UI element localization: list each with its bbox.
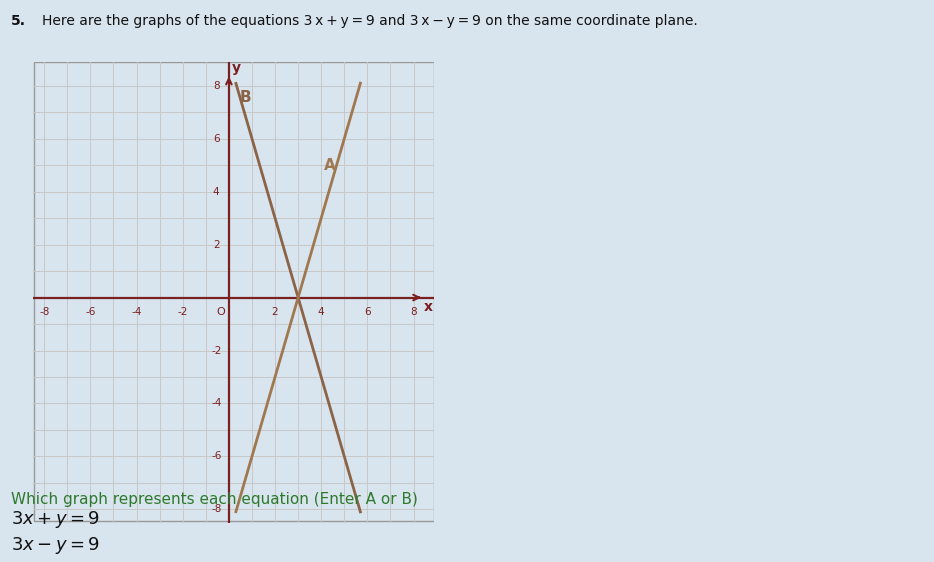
Text: -2: -2 [177,307,188,317]
Text: 8: 8 [213,81,219,90]
Text: -4: -4 [211,398,221,409]
Text: Here are the graphs of the equations 3 x + y = 9 and 3 x − y = 9 on the same coo: Here are the graphs of the equations 3 x… [42,14,698,28]
Text: 8: 8 [410,307,417,317]
Text: B: B [239,89,251,105]
Text: 2: 2 [213,239,219,250]
Text: 2: 2 [272,307,278,317]
Text: O: O [217,307,225,317]
Text: 4: 4 [318,307,324,317]
Text: -8: -8 [39,307,50,317]
Text: -2: -2 [211,346,221,356]
Text: -6: -6 [211,451,221,461]
Text: A: A [323,158,335,174]
Text: -8: -8 [211,505,221,514]
Text: 4: 4 [213,187,219,197]
Text: y: y [232,61,241,75]
Text: Which graph represents each equation (Enter A or B): Which graph represents each equation (En… [11,492,418,507]
Text: 5.: 5. [11,14,26,28]
Text: $3x+y=9$: $3x+y=9$ [11,509,101,531]
Text: 6: 6 [213,134,219,144]
Text: x: x [424,300,433,314]
Text: -6: -6 [85,307,95,317]
Text: $3x-y=9$: $3x-y=9$ [11,534,101,556]
Text: 6: 6 [364,307,371,317]
Text: -4: -4 [132,307,142,317]
